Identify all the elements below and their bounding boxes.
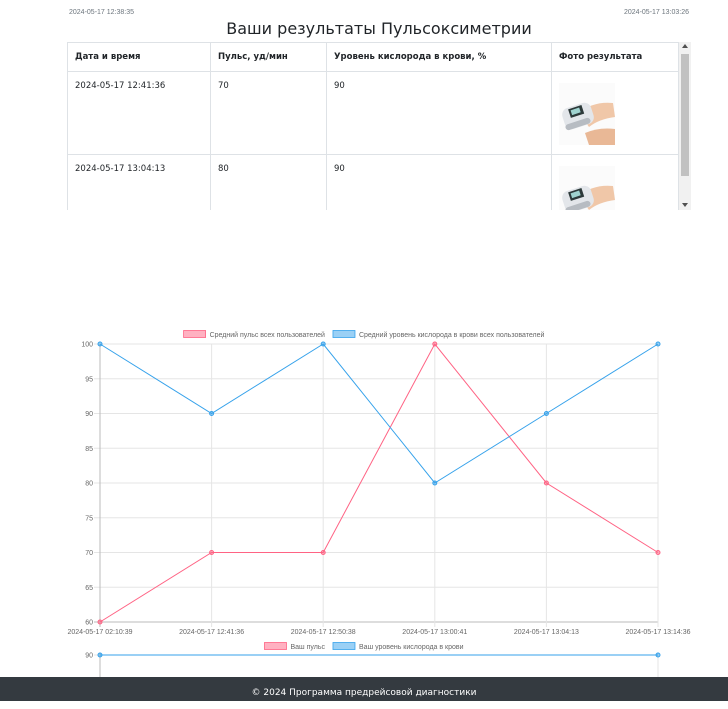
cell-datetime: 2024-05-17 12:41:36 bbox=[67, 71, 211, 155]
cell-pulse: 80 bbox=[210, 154, 327, 210]
column-header-pulse: Пульс, уд/мин bbox=[210, 42, 327, 72]
data-point bbox=[97, 341, 103, 347]
scroll-down-arrow-icon[interactable] bbox=[682, 203, 688, 207]
data-point bbox=[432, 341, 438, 347]
cell-pulse: 70 bbox=[210, 71, 327, 155]
data-point bbox=[655, 652, 661, 658]
data-point bbox=[543, 411, 549, 416]
x-tick-label: 2024-05-17 12:50:38 bbox=[291, 629, 356, 636]
data-point bbox=[320, 341, 326, 347]
chart-legend: Ваш пульс Ваш уровень кислорода в крови bbox=[264, 642, 464, 651]
footer-text: © 2024 Программа предрейсовой диагностик… bbox=[251, 688, 477, 698]
column-header-datetime: Дата и время bbox=[67, 42, 211, 72]
data-point bbox=[209, 550, 215, 555]
y-tick-label: 65 bbox=[85, 585, 93, 592]
scrollbar-thumb[interactable] bbox=[681, 54, 689, 176]
data-point bbox=[209, 411, 215, 416]
legend-swatch bbox=[332, 330, 356, 338]
results-table: Дата и время Пульс, уд/мин Уровень кисло… bbox=[67, 42, 679, 210]
x-tick-label: 2024-05-17 13:00:41 bbox=[402, 629, 467, 636]
data-point bbox=[97, 619, 103, 625]
data-point bbox=[320, 550, 326, 555]
results-table-container[interactable]: Дата и время Пульс, уд/мин Уровень кисло… bbox=[67, 42, 691, 210]
footer: © 2024 Программа предрейсовой диагностик… bbox=[0, 677, 728, 701]
cell-datetime: 2024-05-17 13:04:13 bbox=[67, 154, 211, 210]
y-tick-label: 90 bbox=[85, 411, 93, 418]
legend-label: Средний пульс всех пользователей bbox=[210, 331, 325, 339]
y-tick-label: 90 bbox=[85, 653, 93, 660]
legend-swatch bbox=[264, 642, 287, 650]
x-tick-label: 2024-05-17 12:41:36 bbox=[179, 629, 244, 636]
legend-label: Средний уровень кислорода в крови всех п… bbox=[359, 331, 545, 339]
your-results-chart: Ваш пульс Ваш уровень кислорода в крови 90 bbox=[85, 642, 661, 677]
chart-legend: Средний пульс всех пользователей Средний … bbox=[183, 330, 545, 339]
average-users-chart: Средний пульс всех пользователей Средний … bbox=[68, 330, 691, 636]
column-header-photo: Фото результата bbox=[551, 42, 679, 72]
pulse-oximeter-photo-icon[interactable] bbox=[559, 83, 615, 145]
cell-oxygen: 90 bbox=[326, 71, 552, 155]
timestamp-left: 2024-05-17 12:38:35 bbox=[69, 9, 134, 16]
table-scrollbar[interactable] bbox=[679, 42, 691, 210]
data-point bbox=[432, 480, 438, 486]
pulse-oximeter-photo-icon[interactable] bbox=[559, 166, 615, 210]
cell-photo bbox=[551, 154, 679, 210]
page-title: Ваши результаты Пульсоксиметрии bbox=[226, 19, 532, 38]
cell-oxygen: 90 bbox=[326, 154, 552, 210]
table-row: 2024-05-17 13:04:13 80 90 bbox=[67, 154, 679, 210]
table-row: 2024-05-17 12:41:36 70 90 bbox=[67, 71, 679, 155]
legend-label: Ваш пульс bbox=[290, 644, 325, 651]
data-point bbox=[543, 480, 549, 486]
chart-grid bbox=[94, 343, 659, 627]
data-point bbox=[655, 341, 661, 347]
timestamp-right: 2024-05-17 13:03:26 bbox=[624, 9, 689, 16]
x-tick-label: 2024-05-17 13:04:13 bbox=[514, 629, 579, 636]
y-tick-label: 100 bbox=[81, 342, 93, 349]
y-tick-label: 80 bbox=[85, 481, 93, 488]
series-line bbox=[99, 343, 659, 623]
y-tick-label: 85 bbox=[85, 446, 93, 453]
cell-photo bbox=[551, 71, 679, 155]
chart-grid bbox=[94, 653, 659, 677]
legend-swatch bbox=[183, 330, 206, 338]
x-tick-label: 2024-05-17 13:14:36 bbox=[626, 629, 691, 636]
column-header-oxygen: Уровень кислорода в крови, % bbox=[326, 42, 552, 72]
x-tick-label: 2024-05-17 02:10:39 bbox=[68, 629, 133, 636]
y-tick-label: 95 bbox=[85, 376, 93, 383]
legend-swatch bbox=[332, 642, 356, 650]
legend-label: Ваш уровень кислорода в крови bbox=[359, 644, 464, 651]
data-point bbox=[655, 550, 661, 555]
table-header-row: Дата и время Пульс, уд/мин Уровень кисло… bbox=[67, 42, 679, 72]
data-point bbox=[97, 652, 103, 658]
y-tick-label: 60 bbox=[85, 620, 93, 627]
y-tick-label: 70 bbox=[85, 550, 93, 557]
series-line bbox=[99, 343, 659, 484]
scroll-up-arrow-icon[interactable] bbox=[682, 44, 688, 48]
y-tick-label: 75 bbox=[85, 515, 93, 522]
